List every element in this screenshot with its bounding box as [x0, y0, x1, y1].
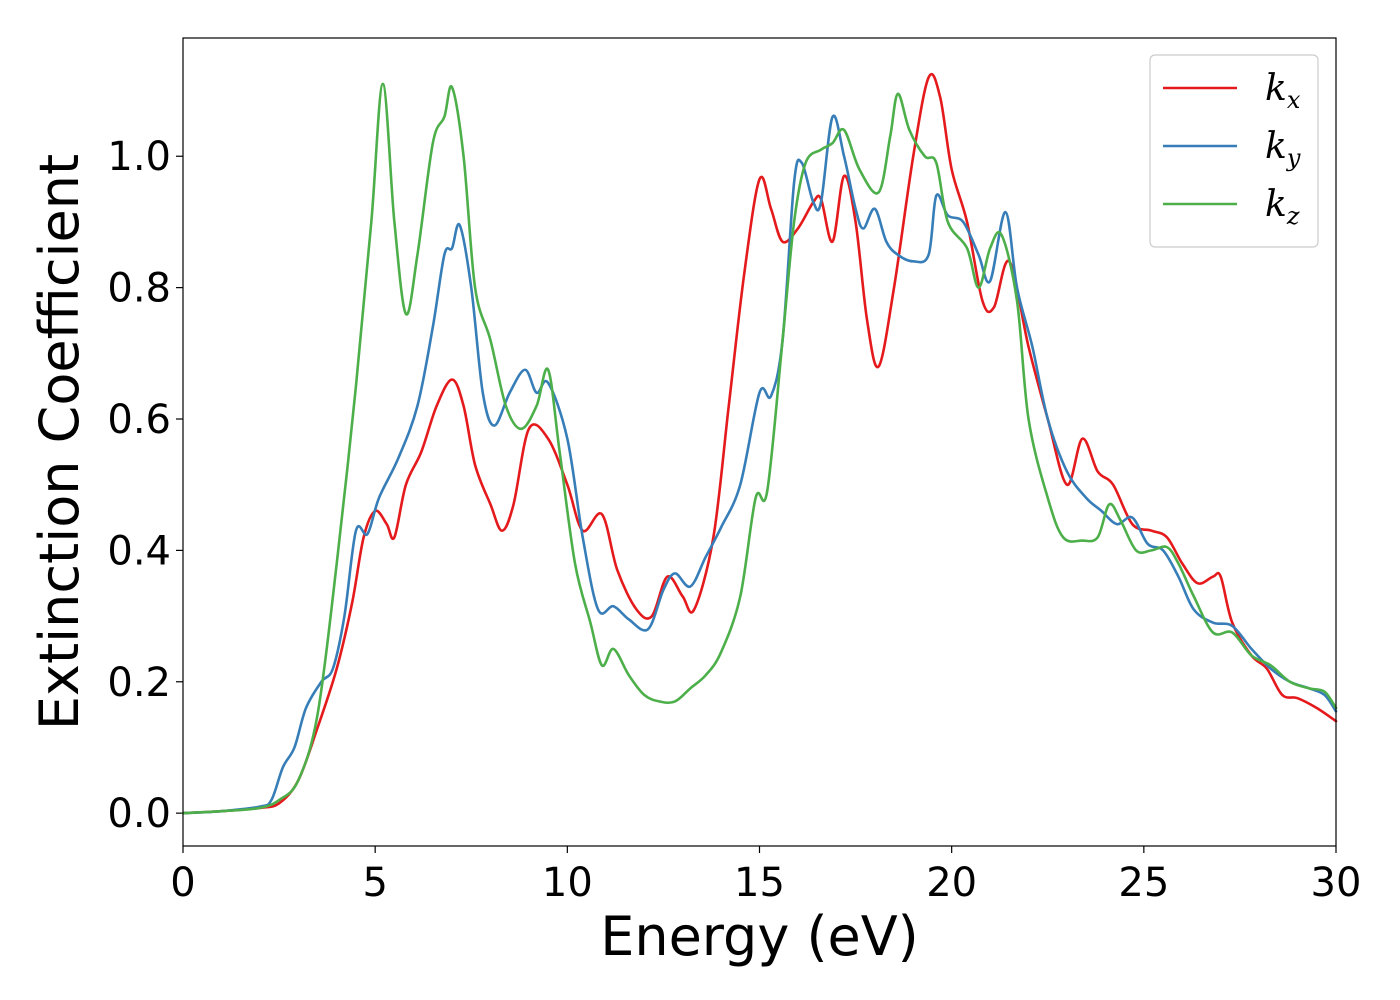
legend: kx ky kz — [1149, 54, 1319, 248]
x-tick-label: 20 — [926, 860, 977, 906]
series-line-y — [181, 114, 1338, 815]
x-axis-ticks: 0 5 10 15 20 25 30 — [170, 846, 1361, 906]
legend-label-x: kx — [1265, 68, 1301, 114]
y-tick-label: 0.8 — [107, 266, 171, 312]
x-tick-label: 5 — [362, 860, 387, 906]
y-tick-label: 0.4 — [107, 528, 171, 574]
y-tick-label: 1.0 — [107, 134, 171, 180]
y-tick-label: 0.2 — [107, 660, 171, 706]
x-tick-label: 25 — [1118, 860, 1169, 906]
series-lines — [181, 72, 1338, 815]
x-tick-label: 10 — [542, 860, 593, 906]
x-tick-label: 0 — [170, 860, 195, 906]
y-axis-ticks: 0.0 0.2 0.4 0.6 0.8 1.0 — [107, 134, 183, 837]
legend-label-z: kz — [1265, 184, 1300, 230]
series-line-x — [181, 72, 1338, 815]
x-tick-label: 15 — [734, 860, 785, 906]
x-axis-label: Energy (eV) — [600, 905, 919, 968]
y-tick-label: 0.6 — [107, 397, 171, 443]
legend-box — [1149, 54, 1319, 248]
series-line-z — [181, 82, 1338, 815]
y-axis-label: Extinction Coefficient — [28, 154, 91, 730]
y-tick-label: 0.0 — [107, 791, 171, 837]
plot-frame — [182, 37, 1337, 847]
legend-label-y: ky — [1265, 126, 1301, 172]
x-tick-label: 30 — [1311, 860, 1362, 906]
